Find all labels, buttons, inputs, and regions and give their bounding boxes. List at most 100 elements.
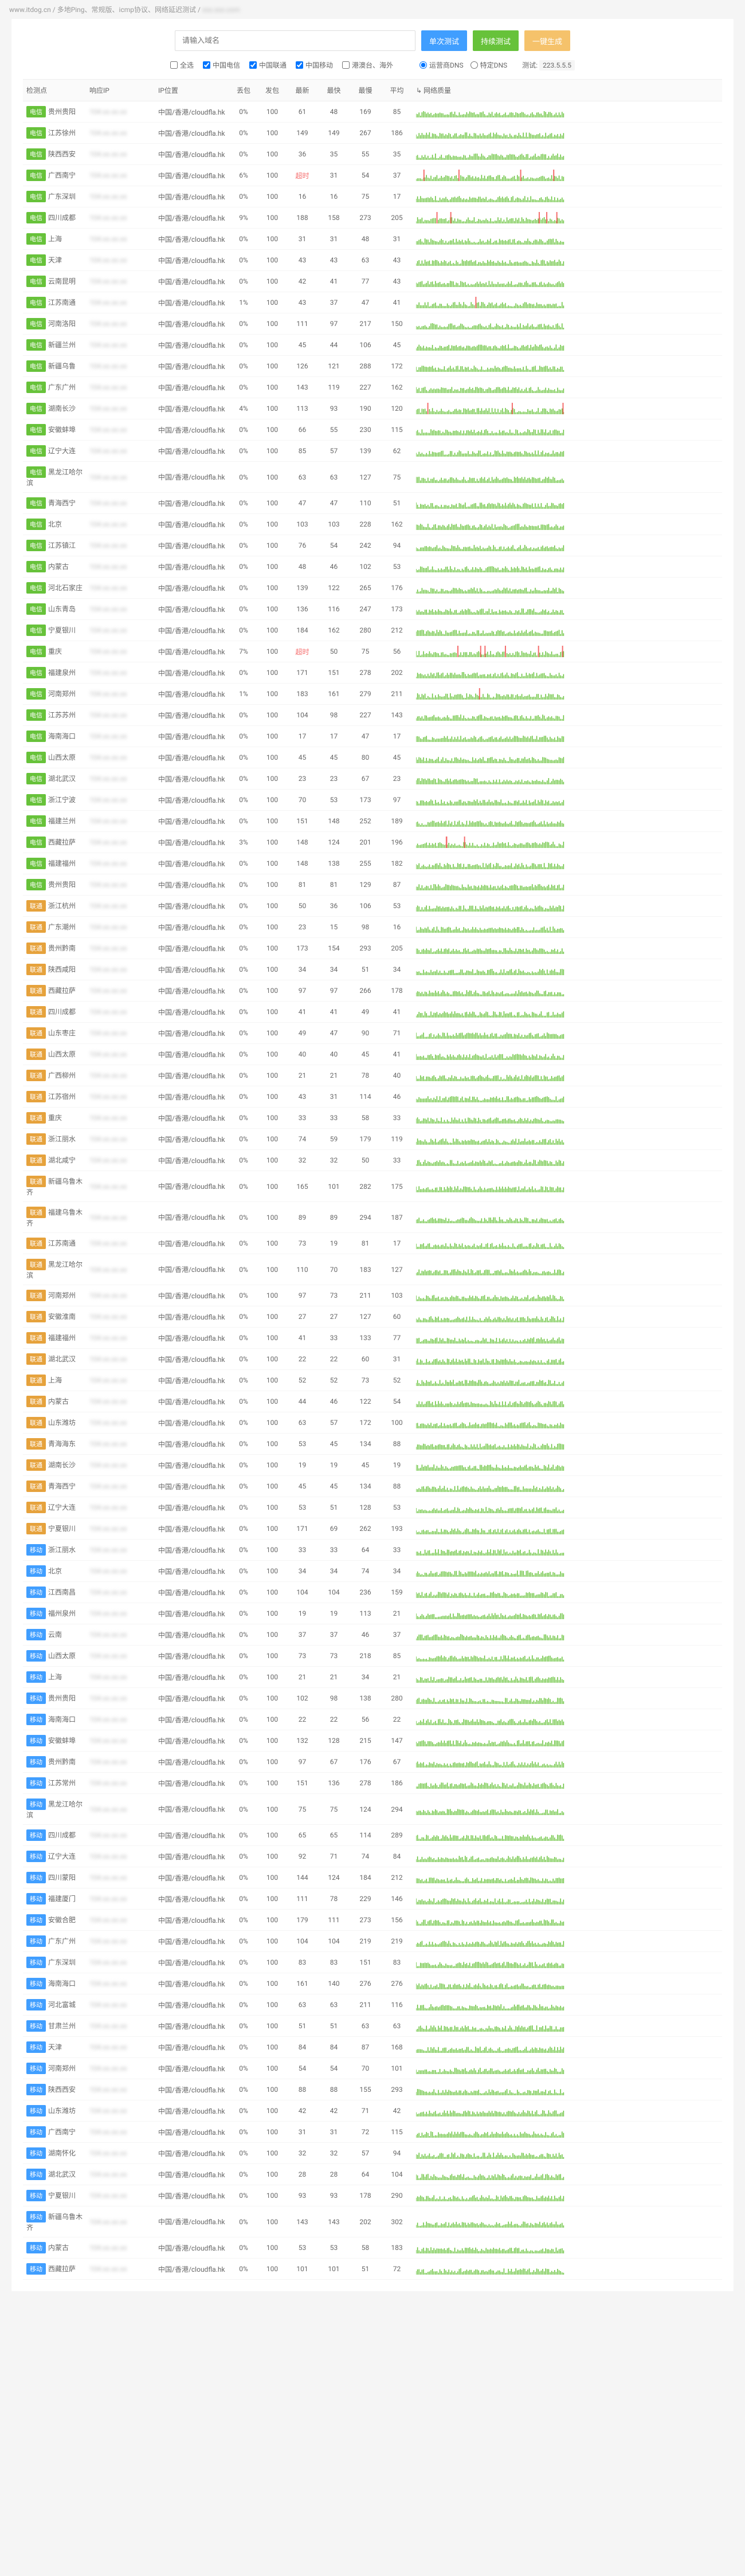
isp-badge: 电信 — [26, 191, 46, 202]
th-avg[interactable]: 平均 — [381, 80, 413, 101]
cell-loc: 中国/香港/cloudfla.hk — [155, 1476, 229, 1497]
cell-loss: 0% — [229, 726, 258, 747]
isp-badge: 移动 — [26, 2105, 46, 2116]
cell-slow: 211 — [350, 1994, 381, 2016]
isp-badge: 电信 — [26, 212, 46, 223]
cell-ip: 104.xx.xx.xx — [86, 1752, 155, 1773]
cell-loc: 中国/香港/cloudfla.hk — [155, 535, 229, 556]
btn-share[interactable]: 一键生成 — [524, 30, 570, 51]
table-row: 电信湖南长沙 104.xx.xx.xx 中国/香港/cloudfla.hk 4%… — [23, 398, 722, 419]
chk-dx[interactable]: 中国电信 — [203, 60, 240, 70]
cell-recent: 97 — [287, 980, 318, 1002]
th-loss[interactable]: 丢包 — [229, 80, 258, 101]
th-loc[interactable]: IP位置 — [155, 80, 229, 101]
cell-loss: 0% — [229, 1391, 258, 1412]
table-row: 移动贵州黔南 104.xx.xx.xx 中国/香港/cloudfla.hk 0%… — [23, 1752, 722, 1773]
cell-ip: 104.xx.xx.xx — [86, 1624, 155, 1646]
cell-quality — [413, 1285, 722, 1306]
cell-slow: 138 — [350, 1688, 381, 1709]
table-row: 移动湖南怀化 104.xx.xx.xx 中国/香港/cloudfla.hk 0%… — [23, 2143, 722, 2164]
cell-slow: 106 — [350, 335, 381, 356]
cell-loc: 中国/香港/cloudfla.hk — [155, 2100, 229, 2122]
cell-avg: 31 — [381, 1349, 413, 1370]
btn-continuous[interactable]: 持续测试 — [473, 30, 519, 51]
cell-ip: 104.xx.xx.xx — [86, 271, 155, 292]
search-input[interactable] — [175, 30, 415, 51]
cell-avg: 71 — [381, 1023, 413, 1044]
th-ip[interactable]: 响应IP — [86, 80, 155, 101]
cell-fast: 140 — [318, 1973, 350, 1994]
cell-quality — [413, 419, 722, 441]
cell-ip: 104.xx.xx.xx — [86, 832, 155, 853]
cell-quality — [413, 1002, 722, 1023]
chk-yd[interactable]: 中国移动 — [296, 60, 333, 70]
cell-node: 移动黑龙江哈尔滨 — [23, 1794, 86, 1825]
cell-recent: 111 — [287, 1888, 318, 1910]
isp-badge: 电信 — [26, 837, 46, 848]
cell-sent: 100 — [258, 1582, 287, 1603]
isp-badge: 移动 — [26, 2242, 46, 2253]
radio-carrier-dns[interactable]: 运营商DNS — [419, 60, 464, 70]
table-row: 联通广东潮州 104.xx.xx.xx 中国/香港/cloudfla.hk 0%… — [23, 917, 722, 938]
isp-badge: 移动 — [26, 1893, 46, 1904]
th-fast[interactable]: 最快 — [318, 80, 350, 101]
cell-loc: 中国/香港/cloudfla.hk — [155, 1688, 229, 1709]
th-quality[interactable]: ↳ 网络质量 — [413, 80, 722, 101]
sparkline — [416, 964, 565, 975]
cell-node: 移动辽宁大连 — [23, 1846, 86, 1867]
cell-avg: 212 — [381, 1867, 413, 1888]
cell-sent: 100 — [258, 1867, 287, 1888]
table-row: 电信福建兰州 104.xx.xx.xx 中国/香港/cloudfla.hk 0%… — [23, 811, 722, 832]
table-row: 联通陕西咸阳 104.xx.xx.xx 中国/香港/cloudfla.hk 0%… — [23, 959, 722, 980]
cell-ip: 104.xx.xx.xx — [86, 144, 155, 165]
cell-avg: 37 — [381, 1624, 413, 1646]
cell-slow: 67 — [350, 768, 381, 790]
cell-node: 电信福建泉州 — [23, 662, 86, 684]
cell-node: 联通青海西宁 — [23, 1476, 86, 1497]
cell-loc: 中国/香港/cloudfla.hk — [155, 599, 229, 620]
cell-loss: 0% — [229, 1667, 258, 1688]
th-slow[interactable]: 最慢 — [350, 80, 381, 101]
btn-once[interactable]: 单次测试 — [421, 30, 467, 51]
cell-loss: 0% — [229, 1540, 258, 1561]
sparkline — [416, 1523, 565, 1534]
cell-loss: 0% — [229, 1254, 258, 1285]
chk-all[interactable]: 全选 — [170, 60, 194, 70]
cell-loss: 0% — [229, 1150, 258, 1171]
cell-node: 联通山东枣庄 — [23, 1023, 86, 1044]
sparkline — [416, 1957, 565, 1968]
cell-slow: 172 — [350, 1412, 381, 1434]
cell-ip: 104.xx.xx.xx — [86, 620, 155, 641]
cell-slow: 73 — [350, 1370, 381, 1391]
cell-loss: 0% — [229, 1752, 258, 1773]
cell-slow: 229 — [350, 1888, 381, 1910]
cell-sent: 100 — [258, 207, 287, 229]
radio-specific-dns[interactable]: 特定DNS — [470, 60, 508, 70]
cell-sent: 100 — [258, 1233, 287, 1254]
cell-fast: 67 — [318, 1752, 350, 1773]
cell-avg: 159 — [381, 1582, 413, 1603]
cell-ip: 104.xx.xx.xx — [86, 662, 155, 684]
cell-loss: 0% — [229, 271, 258, 292]
table-row: 电信山西太原 104.xx.xx.xx 中国/香港/cloudfla.hk 0%… — [23, 747, 722, 768]
th-node[interactable]: 检测点 — [23, 80, 86, 101]
sparkline — [416, 339, 565, 351]
cell-ip: 104.xx.xx.xx — [86, 1150, 155, 1171]
cell-node: 联通江苏南通 — [23, 1233, 86, 1254]
th-sent[interactable]: 发包 — [258, 80, 287, 101]
cell-ip: 104.xx.xx.xx — [86, 101, 155, 123]
cell-slow: 278 — [350, 1773, 381, 1794]
cell-loss: 4% — [229, 398, 258, 419]
chk-lt[interactable]: 中国联通 — [249, 60, 287, 70]
cell-sent: 100 — [258, 493, 287, 514]
cell-avg: 17 — [381, 1233, 413, 1254]
isp-badge: 移动 — [26, 2263, 46, 2275]
cell-recent: 超时 — [287, 641, 318, 662]
isp-badge: 联通 — [26, 1353, 46, 1365]
cell-recent: 21 — [287, 1667, 318, 1688]
cell-quality — [413, 599, 722, 620]
isp-badge: 电信 — [26, 773, 46, 784]
chk-gat[interactable]: 港澳台、海外 — [342, 60, 393, 70]
sparkline — [416, 1417, 565, 1428]
th-recent[interactable]: 最新 — [287, 80, 318, 101]
